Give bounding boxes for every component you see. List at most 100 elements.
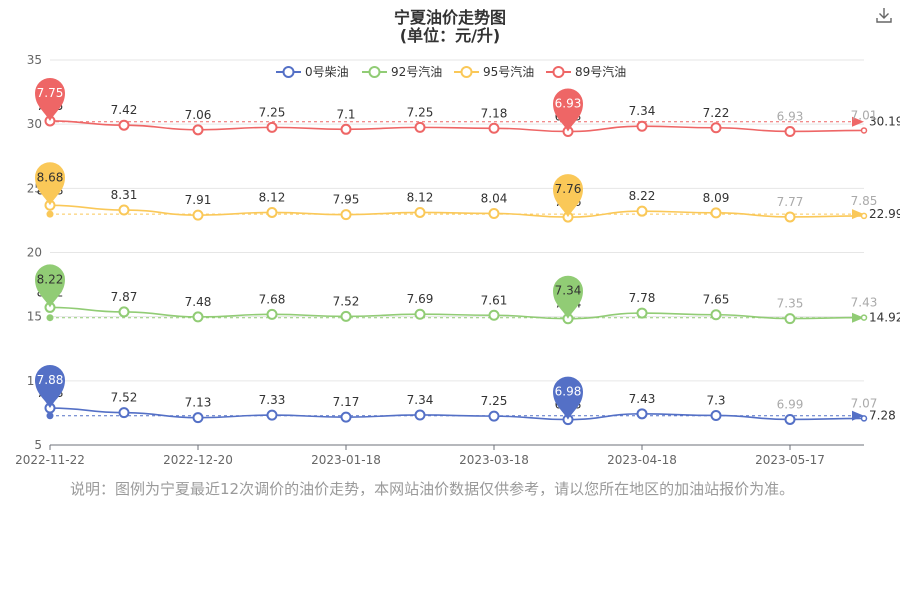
- data-point[interactable]: [860, 415, 868, 422]
- data-label: 7.78: [629, 291, 656, 305]
- data-label: 7.22: [703, 106, 730, 120]
- average-start-marker: [46, 210, 54, 218]
- average-arrow: [852, 410, 864, 421]
- data-point[interactable]: [414, 206, 426, 218]
- data-point[interactable]: [118, 306, 130, 318]
- data-label: 8.31: [111, 188, 138, 202]
- x-tick-label: 2023-04-18: [607, 453, 677, 467]
- y-tick-label: 30: [27, 117, 42, 131]
- data-point[interactable]: [784, 313, 796, 325]
- legend-label: 0号柴油: [305, 65, 349, 79]
- average-label: 22.99: [869, 207, 900, 221]
- data-point[interactable]: [118, 204, 130, 216]
- data-point[interactable]: [192, 124, 204, 136]
- data-point[interactable]: [636, 205, 648, 217]
- x-tick-label: 2023-05-17: [755, 453, 825, 467]
- legend-marker[interactable]: [552, 66, 565, 78]
- data-point[interactable]: [340, 411, 352, 423]
- data-point[interactable]: [488, 309, 500, 321]
- data-point[interactable]: [414, 308, 426, 320]
- data-label: 7.3: [706, 393, 725, 407]
- y-tick-label: 5: [34, 438, 42, 452]
- data-point[interactable]: [414, 409, 426, 421]
- data-label: 7.43: [851, 296, 878, 310]
- data-label: 7.35: [777, 297, 804, 311]
- data-label: 7.07: [851, 396, 878, 410]
- data-label: 7.34: [407, 393, 434, 407]
- data-point[interactable]: [488, 207, 500, 219]
- data-point[interactable]: [710, 207, 722, 219]
- average-arrow: [852, 116, 864, 127]
- marker-pin-label: 7.76: [555, 182, 582, 196]
- data-label: 7.1: [336, 107, 355, 121]
- data-point[interactable]: [266, 308, 278, 320]
- data-point[interactable]: [860, 127, 868, 134]
- data-point[interactable]: [636, 120, 648, 132]
- data-label: 7.34: [629, 104, 656, 118]
- data-point[interactable]: [784, 211, 796, 223]
- data-point[interactable]: [266, 409, 278, 421]
- marker-pin: [553, 174, 583, 218]
- data-point[interactable]: [266, 121, 278, 133]
- marker-pin: [553, 275, 583, 319]
- x-tick-label: 2023-01-18: [311, 453, 381, 467]
- data-label: 7.06: [185, 108, 212, 122]
- data-label: 7.87: [111, 290, 138, 304]
- data-point[interactable]: [488, 410, 500, 422]
- data-point[interactable]: [636, 408, 648, 420]
- data-point[interactable]: [118, 119, 130, 131]
- chart-title: 宁夏油价走势图: [393, 8, 506, 27]
- data-label: 8.12: [259, 190, 286, 204]
- data-label: 7.69: [407, 292, 434, 306]
- data-point[interactable]: [118, 407, 130, 419]
- data-point[interactable]: [192, 209, 204, 221]
- data-point[interactable]: [414, 121, 426, 133]
- legend-label: 89号汽油: [575, 64, 626, 79]
- marker-pin: [553, 88, 583, 132]
- legend-marker[interactable]: [460, 66, 473, 78]
- data-label: 8.12: [407, 190, 434, 204]
- data-point[interactable]: [784, 413, 796, 425]
- legend-marker[interactable]: [282, 66, 295, 78]
- marker-pin: [553, 376, 583, 420]
- download-icon[interactable]: [874, 5, 894, 25]
- y-tick-label: 20: [27, 246, 42, 260]
- data-point[interactable]: [340, 310, 352, 322]
- data-point[interactable]: [192, 311, 204, 323]
- data-label: 8.09: [703, 191, 730, 205]
- series-line: [49, 306, 865, 320]
- data-point[interactable]: [488, 122, 500, 134]
- data-label: 7.95: [333, 193, 360, 207]
- data-point[interactable]: [784, 125, 796, 137]
- marker-pin: [35, 264, 65, 308]
- average-label: 14.92: [869, 311, 900, 325]
- legend-marker[interactable]: [368, 66, 381, 78]
- series-line: [49, 120, 865, 133]
- data-label: 6.99: [777, 397, 804, 411]
- data-point[interactable]: [636, 307, 648, 319]
- data-point[interactable]: [710, 309, 722, 321]
- marker-pin: [35, 365, 65, 409]
- marker-pin-label: 6.98: [555, 385, 582, 399]
- average-arrow: [852, 209, 864, 220]
- data-label: 7.25: [407, 105, 434, 119]
- data-point[interactable]: [860, 314, 868, 321]
- data-point[interactable]: [266, 206, 278, 218]
- data-point[interactable]: [710, 409, 722, 421]
- data-label: 7.43: [629, 392, 656, 406]
- data-label: 7.25: [259, 105, 286, 119]
- data-label: 7.68: [259, 292, 286, 306]
- data-point[interactable]: [710, 122, 722, 134]
- data-label: 8.04: [481, 191, 508, 205]
- data-point[interactable]: [340, 209, 352, 221]
- data-label: 7.42: [111, 103, 138, 117]
- data-point[interactable]: [860, 212, 868, 220]
- data-point[interactable]: [192, 412, 204, 424]
- data-label: 7.85: [851, 194, 878, 208]
- data-point[interactable]: [340, 123, 352, 135]
- chart-subtitle: (单位：元/升): [399, 26, 501, 45]
- marker-pin-label: 8.22: [37, 272, 64, 286]
- y-tick-label: 35: [27, 53, 42, 67]
- data-label: 7.01: [851, 108, 878, 122]
- legend-label: 95号汽油: [483, 64, 534, 79]
